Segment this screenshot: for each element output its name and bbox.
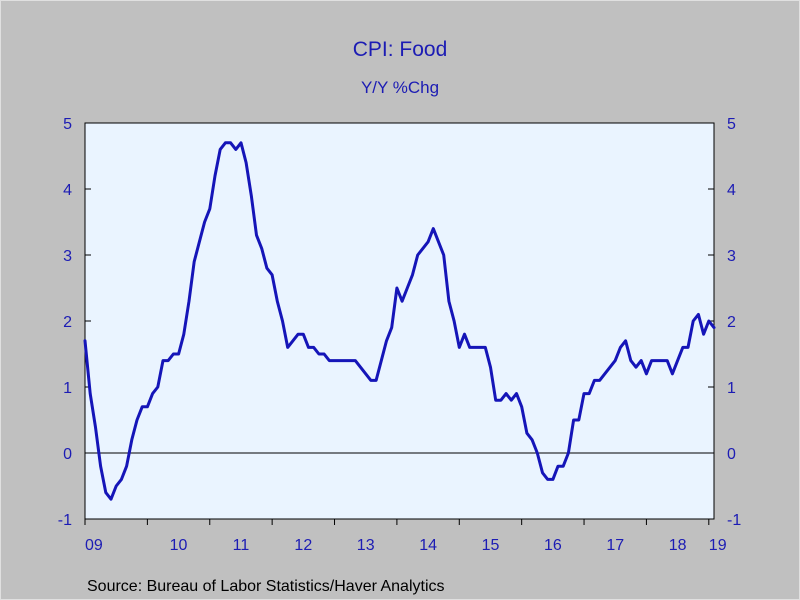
y-tick-label-right: 4 xyxy=(727,182,736,199)
x-tick-label: 13 xyxy=(357,537,375,554)
y-tick-label-right: -1 xyxy=(727,512,741,529)
x-tick-label: 09 xyxy=(85,537,103,554)
series-layer xyxy=(83,141,716,501)
y-tick-label-left: 3 xyxy=(63,248,72,265)
y-tick-label-right: 3 xyxy=(727,248,736,265)
chart-title: CPI: Food xyxy=(352,38,448,61)
source-note: Source: Bureau of Labor Statistics/Haver… xyxy=(87,578,445,595)
y-tick-label-right: 1 xyxy=(727,380,736,397)
y-tick-label-left: 5 xyxy=(63,116,72,133)
axes: -1 -10 01 12 23 34 45 509 10 11 12 13 14 15 16 17 18 19 xyxy=(58,116,742,554)
y-tick-label-right: 0 xyxy=(727,446,736,463)
y-tick-label-right: 2 xyxy=(727,314,736,331)
x-tick-label: 10 xyxy=(170,537,188,554)
y-tick-label-left: 4 xyxy=(63,182,72,199)
x-tick-label: 19 xyxy=(709,537,727,554)
y-tick-label-left: 2 xyxy=(63,314,72,331)
x-tick-label: 17 xyxy=(606,537,624,554)
x-tick-label: 14 xyxy=(419,537,437,554)
x-tick-label: 15 xyxy=(482,537,500,554)
series-line xyxy=(83,141,716,501)
x-tick-label: 12 xyxy=(294,537,312,554)
y-tick-label-left: -1 xyxy=(58,512,72,529)
y-tick-label-left: 1 xyxy=(63,380,72,397)
x-tick-label: 18 xyxy=(669,537,687,554)
x-tick-label: 11 xyxy=(233,537,250,554)
x-tick-label: 16 xyxy=(544,537,562,554)
y-tick-label-right: 5 xyxy=(727,116,736,133)
y-tick-label-left: 0 xyxy=(63,446,72,463)
plot-area xyxy=(84,122,715,520)
chart-subtitle: Y/Y %Chg xyxy=(360,78,440,97)
